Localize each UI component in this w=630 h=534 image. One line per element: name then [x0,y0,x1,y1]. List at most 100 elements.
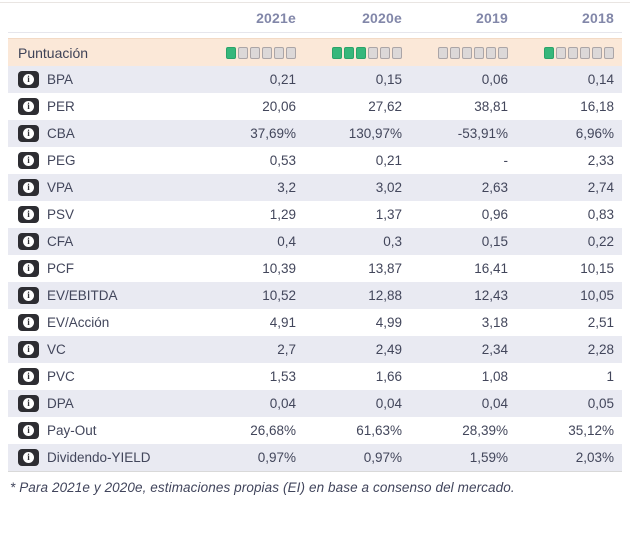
value-cell: 6,96% [575,126,614,141]
year-column-2020e: 2020e [362,9,402,26]
value-cell: 2,7 [277,342,296,357]
score-square-off [238,46,248,59]
info-icon[interactable]: i [18,449,39,466]
value-cell: 12,88 [368,288,402,303]
score-square-off [450,46,460,59]
value-cell: 0,21 [269,72,296,87]
metric-label: PEG [47,153,76,168]
value-cell: 0,15 [481,234,508,249]
metric-label: EV/Acción [47,315,110,330]
info-icon-glyph: i [23,209,34,220]
value-cell: 0,4 [277,234,296,249]
year-column-2021e: 2021e [256,9,296,26]
info-icon-glyph: i [23,155,34,166]
info-icon[interactable]: i [18,314,39,331]
value-cell: 27,62 [368,99,402,114]
info-icon[interactable]: i [18,368,39,385]
score-square-on [356,46,366,59]
info-icon[interactable]: i [18,341,39,358]
row-head: i EV/EBITDA [8,287,198,304]
row-head: i EV/Acción [8,314,198,331]
info-icon[interactable]: i [18,206,39,223]
metric-label: PVC [47,369,75,384]
value-cell: 61,63% [356,423,402,438]
metric-label: CFA [47,234,74,249]
info-icon[interactable]: i [18,233,39,250]
value-cell: 1,29 [269,207,296,222]
info-icon[interactable]: i [18,179,39,196]
info-icon[interactable]: i [18,395,39,412]
info-icon[interactable]: i [18,152,39,169]
metric-label: Dividendo-YIELD [47,450,151,465]
value-cell: 3,2 [277,180,296,195]
value-cell: 0,96 [481,207,508,222]
metric-label: Pay-Out [47,423,97,438]
value-cell: 0,53 [269,153,296,168]
metric-rows: i BPA 0,21 0,15 0,06 0,14 i PER 20,06 27… [8,66,622,472]
row-head: i BPA [8,71,198,88]
value-cell: 0,04 [375,396,402,411]
info-icon[interactable]: i [18,125,39,142]
score-square-off [368,46,378,59]
score-square-off [592,46,602,59]
value-cell: 2,03% [575,450,614,465]
table-row: i EV/EBITDA 10,52 12,88 12,43 10,05 [8,282,622,309]
info-icon[interactable]: i [18,71,39,88]
info-icon-glyph: i [23,425,34,436]
value-cell: 4,99 [375,315,402,330]
value-cell: 0,97% [257,450,296,465]
info-icon-glyph: i [23,371,34,382]
valuation-table: 2021e 2020e 2019 2018 Puntuación i BPA 0… [8,3,622,495]
info-icon-glyph: i [23,236,34,247]
table-row: i EV/Acción 4,91 4,99 3,18 2,51 [8,309,622,336]
row-head: i PSV [8,206,198,223]
value-cell: 2,49 [375,342,402,357]
value-cell: 0,21 [375,153,402,168]
value-cell: 16,18 [580,99,614,114]
metric-label: PSV [47,207,75,222]
info-icon-glyph: i [23,128,34,139]
info-icon-glyph: i [23,452,34,463]
value-cell: 0,3 [383,234,402,249]
score-square-off [498,46,508,59]
score-square-off [392,46,402,59]
table-row: i PCF 10,39 13,87 16,41 10,15 [8,255,622,282]
score-square-off [286,46,296,59]
value-cell: 2,34 [481,342,508,357]
score-row-label: Puntuación [18,44,89,61]
info-icon-glyph: i [23,317,34,328]
score-cell [410,46,516,59]
table-row: i PEG 0,53 0,21 - 2,33 [8,147,622,174]
table-row: i CFA 0,4 0,3 0,15 0,22 [8,228,622,255]
value-cell: 4,91 [269,315,296,330]
score-square-off [262,46,272,59]
info-icon[interactable]: i [18,287,39,304]
info-icon[interactable]: i [18,422,39,439]
value-cell: 0,04 [269,396,296,411]
row-head: i PVC [8,368,198,385]
score-square-off [580,46,590,59]
score-cell [304,46,410,59]
value-cell: 2,33 [587,153,614,168]
metric-label: CBA [47,126,75,141]
table-row: i PSV 1,29 1,37 0,96 0,83 [8,201,622,228]
info-icon[interactable]: i [18,260,39,277]
value-cell: 10,15 [580,261,614,276]
value-cell: 0,22 [587,234,614,249]
table-row: i VC 2,7 2,49 2,34 2,28 [8,336,622,363]
value-cell: 0,14 [587,72,614,87]
info-icon-glyph: i [23,398,34,409]
value-cell: 26,68% [250,423,296,438]
year-column-2019: 2019 [476,9,508,26]
row-head: i PEG [8,152,198,169]
row-head: i CBA [8,125,198,142]
value-cell: 1,59% [469,450,508,465]
score-square-on [226,46,236,59]
value-cell: 3,02 [375,180,402,195]
score-square-off [568,46,578,59]
value-cell: 10,39 [262,261,296,276]
info-icon[interactable]: i [18,98,39,115]
value-cell: 12,43 [474,288,508,303]
info-icon-glyph: i [23,182,34,193]
value-cell: 0,05 [587,396,614,411]
